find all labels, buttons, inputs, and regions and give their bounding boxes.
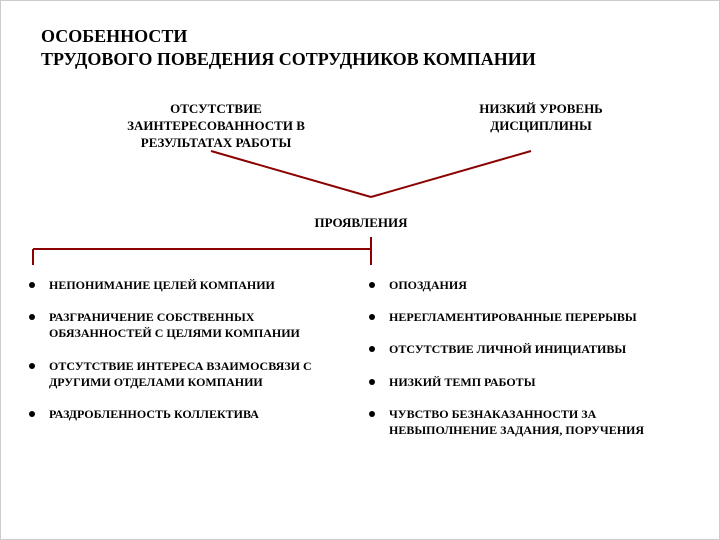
heading-right: НИЗКИЙ УРОВЕНЬ ДИСЦИПЛИНЫ (441, 101, 641, 135)
right-item: НЕРЕГЛАМЕНТИРОВАННЫЕ ПЕРЕРЫВЫ (369, 309, 679, 325)
left-item-text: НЕПОНИМАНИЕ ЦЕЛЕЙ КОМПАНИИ (49, 277, 275, 293)
left-item: РАЗГРАНИЧЕНИЕ СОБСТВЕННЫХ ОБЯЗАННОСТЕЙ С… (29, 309, 339, 341)
bullet-icon (369, 379, 375, 385)
right-item-text: ЧУВСТВО БЕЗНАКАЗАННОСТИ ЗА НЕВЫПОЛНЕНИЕ … (389, 406, 679, 438)
slide-title: ОСОБЕННОСТИ ТРУДОВОГО ПОВЕДЕНИЯ СОТРУДНИ… (41, 25, 536, 72)
bullet-icon (29, 411, 35, 417)
right-item-text: НИЗКИЙ ТЕМП РАБОТЫ (389, 374, 535, 390)
right-item-text: НЕРЕГЛАМЕНТИРОВАННЫЕ ПЕРЕРЫВЫ (389, 309, 637, 325)
heading-left: ОТСУТСТВИЕ ЗАИНТЕРЕСОВАННОСТИ В РЕЗУЛЬТА… (106, 101, 326, 152)
right-column: ОПОЗДАНИЯ НЕРЕГЛАМЕНТИРОВАННЫЕ ПЕРЕРЫВЫ ОТ… (369, 277, 679, 454)
left-item-text: РАЗГРАНИЧЕНИЕ СОБСТВЕННЫХ ОБЯЗАННОСТЕЙ С… (49, 309, 339, 341)
left-item: НЕПОНИМАНИЕ ЦЕЛЕЙ КОМПАНИИ (29, 277, 339, 293)
left-item-text: РАЗДРОБЛЕННОСТЬ КОЛЛЕКТИВА (49, 406, 259, 422)
title-line1: ОСОБЕННОСТИ (41, 26, 187, 46)
bullet-icon (369, 411, 375, 417)
bullet-icon (369, 346, 375, 352)
right-item: НИЗКИЙ ТЕМП РАБОТЫ (369, 374, 679, 390)
bullet-icon (369, 282, 375, 288)
left-item-text: ОТСУТСТВИЕ ИНТЕРЕСА ВЗАИМОСВЯЗИ С ДРУГИМ… (49, 358, 339, 390)
connector-mid-fork (1, 235, 720, 275)
title-line2: ТРУДОВОГО ПОВЕДЕНИЯ СОТРУДНИКОВ КОМПАНИИ (41, 49, 536, 69)
sublabel: ПРОЯВЛЕНИЯ (1, 215, 720, 231)
left-item: РАЗДРОБЛЕННОСТЬ КОЛЛЕКТИВА (29, 406, 339, 422)
right-item-text: ОТСУТСТВИЕ ЛИЧНОЙ ИНИЦИАТИВЫ (389, 341, 626, 357)
right-item-text: ОПОЗДАНИЯ (389, 277, 467, 293)
connector-top-v (1, 149, 720, 209)
bullet-icon (369, 314, 375, 320)
bullet-icon (29, 314, 35, 320)
left-item: ОТСУТСТВИЕ ИНТЕРЕСА ВЗАИМОСВЯЗИ С ДРУГИМ… (29, 358, 339, 390)
right-item: ЧУВСТВО БЕЗНАКАЗАННОСТИ ЗА НЕВЫПОЛНЕНИЕ … (369, 406, 679, 438)
left-column: НЕПОНИМАНИЕ ЦЕЛЕЙ КОМПАНИИ РАЗГРАНИЧЕНИЕ … (29, 277, 339, 438)
bullet-icon (29, 363, 35, 369)
right-item: ОТСУТСТВИЕ ЛИЧНОЙ ИНИЦИАТИВЫ (369, 341, 679, 357)
bullet-icon (29, 282, 35, 288)
right-item: ОПОЗДАНИЯ (369, 277, 679, 293)
